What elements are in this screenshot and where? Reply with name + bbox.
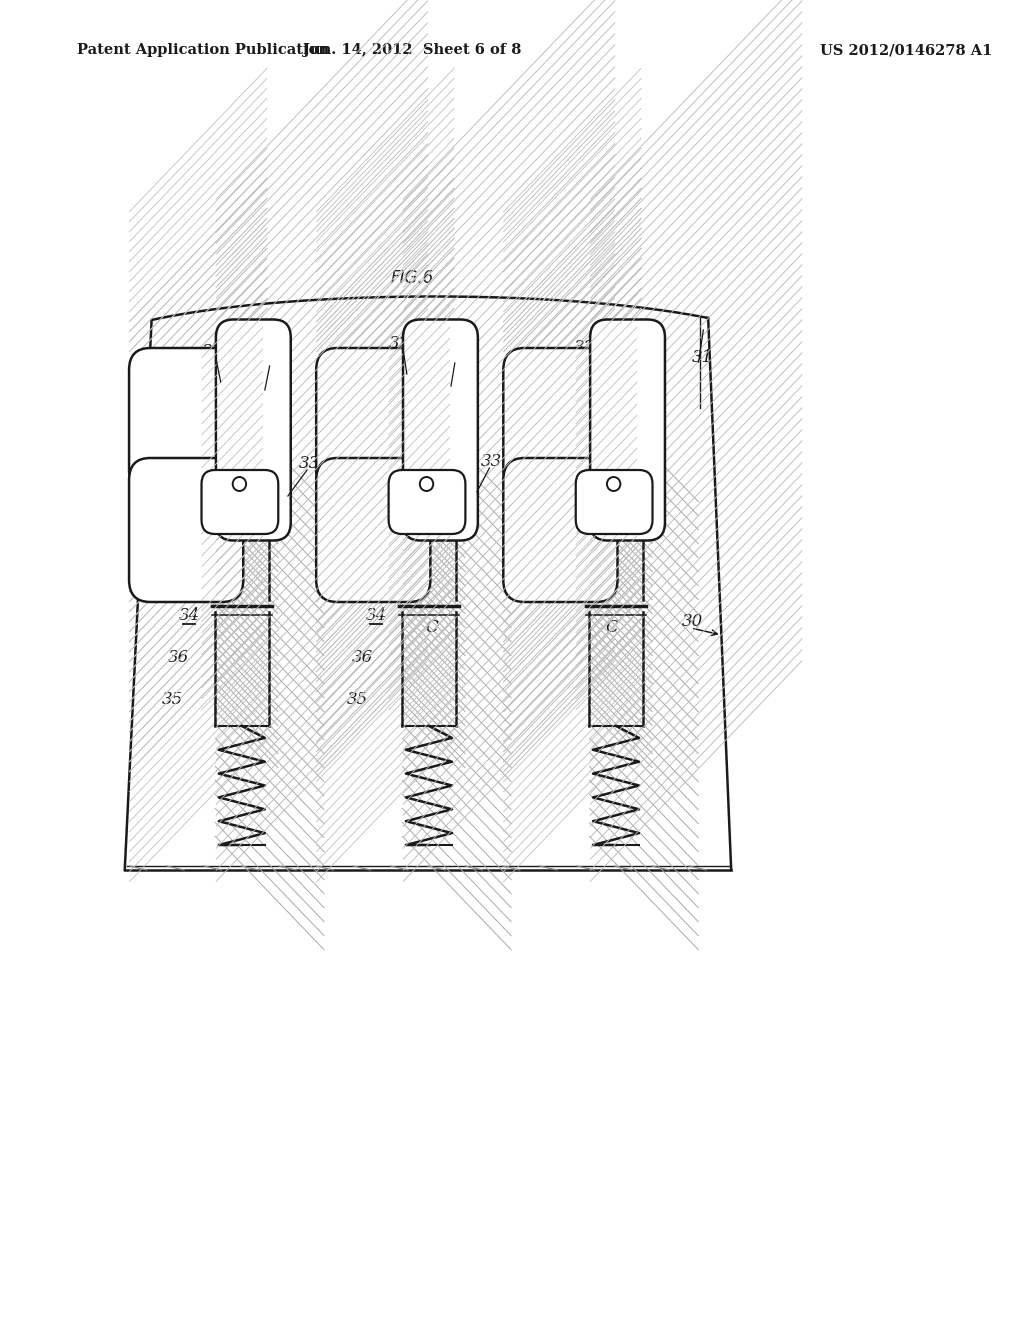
Text: 35: 35 (346, 692, 368, 709)
Text: C: C (606, 619, 618, 636)
Text: 36a: 36a (172, 561, 203, 578)
Text: 14: 14 (446, 348, 467, 366)
Text: 15: 15 (528, 351, 550, 368)
FancyBboxPatch shape (389, 470, 465, 535)
Text: FIG.6: FIG.6 (391, 269, 434, 286)
Text: 32A: 32A (573, 339, 607, 356)
FancyBboxPatch shape (202, 470, 279, 535)
Text: Patent Application Publication: Patent Application Publication (77, 44, 329, 57)
Text: US 2012/0146278 A1: US 2012/0146278 A1 (820, 44, 993, 57)
Text: 15: 15 (158, 359, 178, 376)
FancyBboxPatch shape (503, 458, 617, 602)
FancyBboxPatch shape (129, 458, 244, 602)
Text: 34: 34 (178, 606, 200, 623)
FancyBboxPatch shape (575, 470, 652, 535)
Text: 15: 15 (344, 347, 366, 364)
Text: 36: 36 (352, 649, 374, 667)
Text: 34: 34 (366, 606, 387, 623)
Text: 36b: 36b (350, 561, 383, 578)
Text: 35: 35 (162, 692, 183, 709)
Circle shape (232, 477, 246, 491)
Circle shape (420, 477, 433, 491)
Text: 30: 30 (682, 614, 703, 631)
Text: 14: 14 (261, 351, 283, 368)
Text: 36a: 36a (390, 561, 422, 578)
FancyBboxPatch shape (129, 348, 244, 492)
FancyBboxPatch shape (216, 319, 291, 540)
Text: 33: 33 (480, 453, 502, 470)
Circle shape (607, 477, 621, 491)
FancyBboxPatch shape (590, 319, 665, 540)
Text: 14: 14 (631, 354, 651, 371)
FancyBboxPatch shape (503, 348, 617, 492)
Text: 32A: 32A (202, 343, 236, 360)
Text: 36b: 36b (538, 564, 569, 581)
FancyBboxPatch shape (316, 348, 430, 492)
Text: C: C (425, 619, 438, 636)
FancyBboxPatch shape (403, 319, 478, 540)
FancyBboxPatch shape (316, 458, 430, 602)
Text: 32B: 32B (389, 334, 423, 351)
Text: Jun. 14, 2012  Sheet 6 of 8: Jun. 14, 2012 Sheet 6 of 8 (303, 44, 522, 57)
Text: 33: 33 (298, 454, 319, 471)
Text: 36: 36 (168, 649, 189, 667)
Text: 31: 31 (692, 350, 713, 367)
